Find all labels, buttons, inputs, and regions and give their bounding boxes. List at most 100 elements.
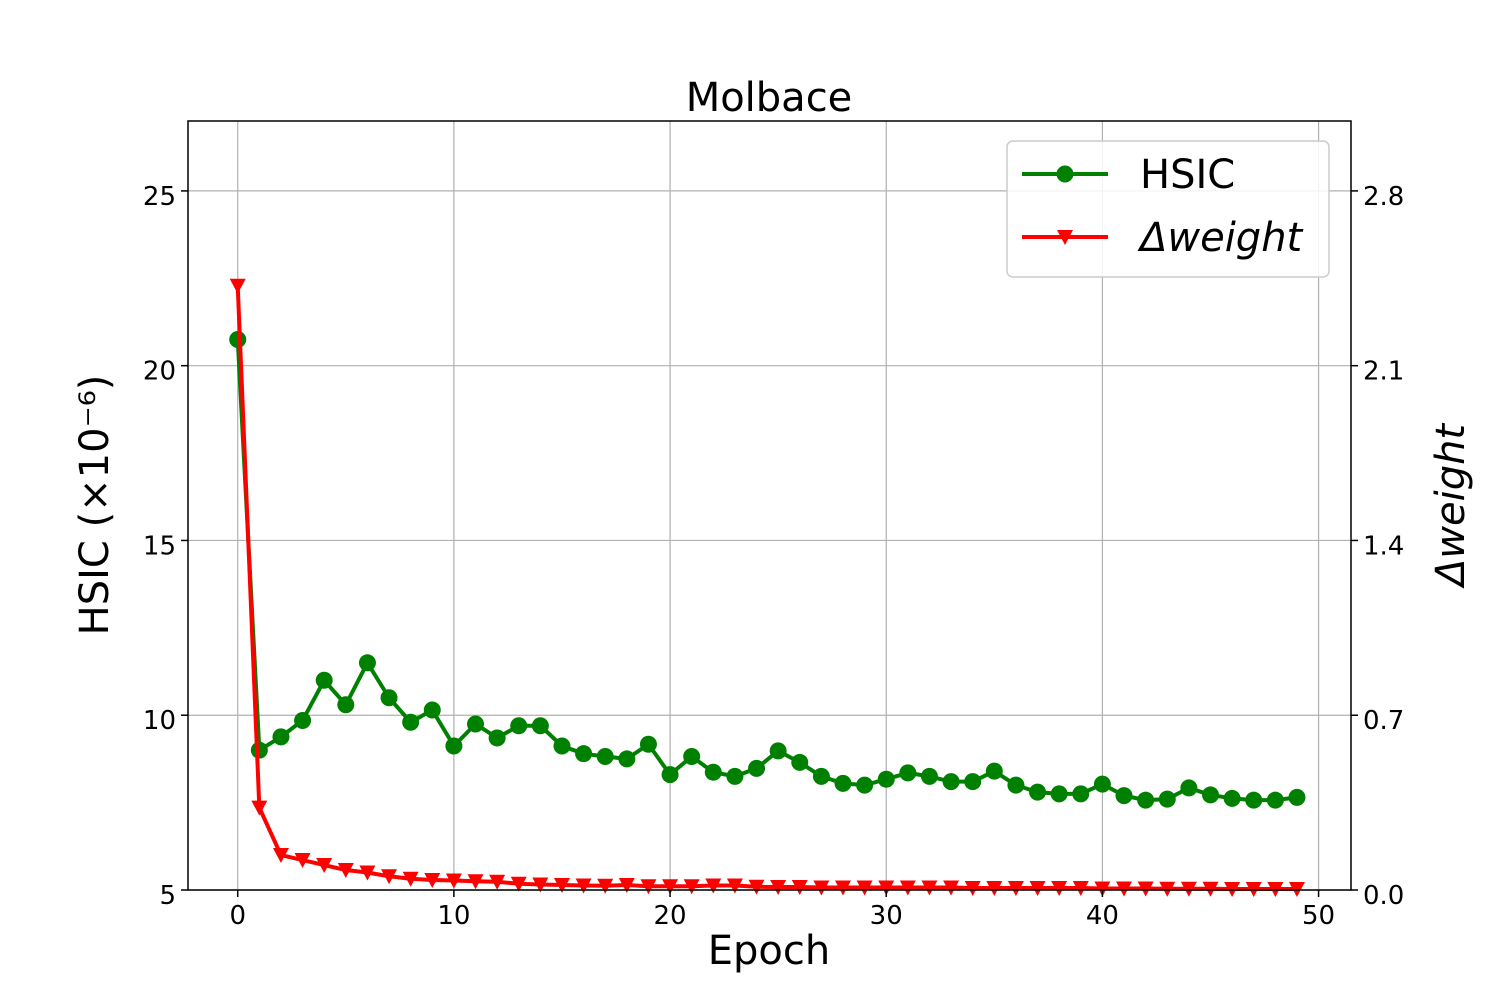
data-point-hsic: [250, 741, 268, 759]
data-point-hsic: [596, 747, 614, 765]
data-point-hsic: [467, 715, 485, 733]
data-point-hsic: [575, 745, 593, 763]
data-point-weight: [1007, 881, 1024, 897]
data-point-weight: [964, 881, 981, 897]
data-point-hsic: [1115, 787, 1133, 805]
y-left-tick-label: 20: [143, 357, 176, 387]
data-point-weight: [834, 880, 851, 896]
data-point-weight: [899, 880, 916, 896]
data-point-weight: [597, 878, 614, 894]
data-point-weight: [337, 863, 354, 879]
data-point-weight: [1137, 881, 1154, 897]
x-tick-label: 10: [437, 901, 470, 931]
data-point-hsic: [1266, 791, 1284, 809]
data-point-weight: [640, 879, 657, 895]
x-axis-ticks: 0 10 20 30 40 50: [229, 890, 1335, 931]
data-point-hsic: [380, 689, 398, 707]
data-point-hsic: [1029, 783, 1047, 801]
data-point-weight: [316, 858, 333, 874]
x-tick-label: 30: [870, 901, 903, 931]
legend-marker-weight: [1057, 230, 1073, 245]
data-point-hsic: [445, 737, 463, 755]
y-right-tick-label: 0.0: [1363, 881, 1404, 911]
data-point-hsic: [704, 763, 722, 781]
data-point-weight: [229, 278, 246, 294]
plot-frame: [187, 120, 1352, 891]
data-point-hsic: [639, 735, 657, 753]
x-tick-label: 0: [229, 901, 246, 931]
data-point-weight: [921, 880, 938, 896]
data-point-hsic: [985, 762, 1003, 780]
data-point-hsic: [1223, 789, 1241, 807]
data-point-weight: [986, 881, 1003, 897]
data-point-hsic: [1180, 779, 1198, 797]
data-point-hsic: [1201, 786, 1219, 804]
data-point-weight: [748, 879, 765, 895]
data-point-weight: [1051, 881, 1068, 897]
chart-title: Molbace: [686, 75, 853, 121]
y-right-axis-ticks: 0.0 0.7 1.4 2.1 2.8: [1351, 182, 1404, 911]
data-point-weight: [359, 865, 376, 881]
data-point-hsic: [812, 767, 830, 785]
data-point-hsic: [791, 753, 809, 771]
legend-label-weight: Δweight: [1137, 215, 1304, 261]
x-tick-label: 20: [654, 901, 687, 931]
y-right-tick-label: 1.4: [1363, 531, 1404, 561]
data-point-weight: [705, 878, 722, 894]
data-point-weight: [856, 880, 873, 896]
data-point-weight: [424, 873, 441, 889]
data-point-hsic: [877, 770, 895, 788]
data-point-hsic: [1093, 775, 1111, 793]
y-left-tick-label: 25: [143, 182, 176, 212]
data-point-hsic: [315, 671, 333, 689]
data-point-hsic: [964, 773, 982, 791]
data-point-weight: [662, 879, 679, 895]
data-point-hsic: [1072, 785, 1090, 803]
data-point-hsic: [683, 747, 701, 765]
data-point-hsic: [856, 776, 874, 794]
data-point-weight: [294, 853, 311, 869]
data-point-hsic: [1137, 791, 1155, 809]
x-axis-title: Epoch: [708, 928, 830, 974]
y-left-tick-label: 15: [143, 531, 176, 561]
legend-marker-hsic: [1056, 165, 1074, 183]
data-point-hsic: [1245, 791, 1263, 809]
data-point-weight: [510, 876, 527, 892]
data-point-hsic: [1050, 785, 1068, 803]
legend: HSIC Δweight: [1006, 140, 1330, 278]
data-point-weight: [1072, 881, 1089, 897]
data-point-hsic: [1007, 776, 1025, 794]
legend-label-hsic: HSIC: [1140, 152, 1235, 198]
data-point-hsic: [488, 729, 506, 747]
data-point-weight: [1029, 881, 1046, 897]
data-point-weight: [445, 873, 462, 889]
data-point-weight: [251, 800, 268, 816]
data-point-hsic: [402, 713, 420, 731]
y-right-tick-label: 2.8: [1363, 182, 1404, 212]
y-left-tick-label: 10: [143, 706, 176, 736]
data-point-weight: [618, 878, 635, 894]
data-point-weight: [272, 848, 289, 864]
data-point-weight: [791, 880, 808, 896]
data-point-weight: [575, 878, 592, 894]
data-point-weight: [683, 879, 700, 895]
data-point-hsic: [358, 654, 376, 672]
data-point-weight: [402, 871, 419, 887]
y-right-tick-label: 0.7: [1363, 706, 1404, 736]
data-point-hsic: [769, 742, 787, 760]
data-point-hsic: [726, 767, 744, 785]
data-point-weight: [943, 880, 960, 896]
data-point-weight: [553, 878, 570, 894]
data-point-hsic: [510, 717, 528, 735]
data-point-hsic: [920, 767, 938, 785]
series-line-hsic: [235, 339, 1298, 803]
data-point-weight: [878, 880, 895, 896]
data-point-weight: [381, 869, 398, 885]
data-point-hsic: [1288, 788, 1306, 806]
x-tick-label: 50: [1302, 901, 1335, 931]
data-point-weight: [1094, 881, 1111, 897]
data-point-weight: [532, 877, 549, 893]
data-point-hsic: [272, 728, 290, 746]
series-layer: [229, 278, 1306, 898]
y-left-tick-label: 5: [159, 881, 176, 911]
